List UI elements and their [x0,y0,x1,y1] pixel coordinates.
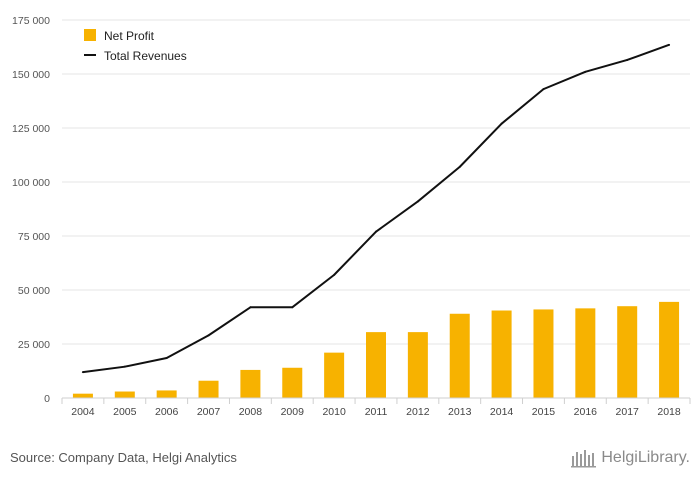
y-tick-label: 125 000 [12,123,50,135]
x-tick-label: 2005 [113,406,137,418]
bar-net-profit-2012 [407,332,428,398]
point-total-revenues-2007 [207,334,210,337]
legend-swatch-net-profit [84,29,96,41]
x-tick-label: 2011 [365,406,388,418]
net-profit-bars [72,301,680,398]
point-total-revenues-2014 [500,122,503,125]
legend-label-net-profit: Net Profit [104,29,155,43]
bar-net-profit-2007 [198,380,219,398]
bar-net-profit-2004 [72,393,93,398]
bar-net-profit-2005 [114,391,135,398]
x-tick-label: 2015 [532,406,556,418]
bar-net-profit-2009 [282,367,303,398]
bar-net-profit-2015 [533,309,554,398]
bar-net-profit-2010 [324,352,345,398]
chart: 0 25 000 50 000 75 000 100 000 125 000 150 000… [12,15,691,418]
point-total-revenues-2008 [249,306,252,309]
bar-net-profit-2008 [240,369,261,398]
x-tick-label: 2012 [406,406,430,418]
y-tick-label: 0 [44,393,50,405]
point-total-revenues-2006 [165,357,168,360]
total-revenues-line-group [81,43,671,374]
y-tick-label: 50 000 [18,285,50,297]
y-axis-ticks: 0 25 000 50 000 75 000 100 000 125 000 150 000… [12,15,50,405]
point-total-revenues-2012 [416,200,419,203]
point-total-revenues-2011 [375,230,377,233]
point-total-revenues-2015 [542,88,545,91]
y-tick-label: 175 000 [12,15,50,27]
bar-net-profit-2016 [575,308,596,398]
bar-net-profit-2017 [617,306,638,398]
library-icon [571,450,597,468]
y-tick-label: 100 000 [12,177,50,189]
source-note: Source: Company Data, Helgi Analytics [10,450,237,465]
x-tick-label: 2009 [281,406,305,418]
x-tick-label: 2006 [155,406,179,418]
bar-net-profit-2013 [449,313,470,398]
bar-net-profit-2006 [156,390,177,398]
point-total-revenues-2009 [291,306,294,309]
point-total-revenues-2004 [81,371,84,374]
bar-net-profit-2011 [366,332,386,398]
legend-label-total-revenues: Total Revenues [104,49,187,63]
point-total-revenues-2016 [584,70,587,73]
logo-text: HelgiLibrary. [601,449,690,466]
point-total-revenues-2005 [123,365,126,368]
bar-net-profit-2014 [491,310,512,398]
x-tick-label: 2014 [490,406,514,418]
x-tick-label: 2007 [197,406,221,418]
x-tick-label: 2017 [616,406,640,418]
point-total-revenues-2010 [333,273,336,276]
y-tick-label: 25 000 [18,339,50,351]
helgi-library-logo[interactable]: HelgiLibrary. [571,448,690,468]
x-tick-label: 2004 [71,406,95,418]
x-axis: 2004 2005 2006 2007 2008 2009 2010 2011 2012 2013… [61,397,691,418]
y-tick-label: 150 000 [12,69,50,81]
x-tick-label: 2016 [574,406,598,418]
x-tick-label: 2010 [322,406,346,418]
bar-net-profit-2018 [659,301,680,398]
x-tick-label: 2013 [448,406,472,418]
x-tick-label: 2018 [657,406,681,418]
x-tick-label: 2008 [239,406,263,418]
legend: Net Profit Total Revenues [84,29,187,63]
point-total-revenues-2018 [668,43,671,46]
y-tick-label: 75 000 [18,231,50,243]
point-total-revenues-2013 [458,165,461,168]
grid-lines [62,19,690,345]
point-total-revenues-2017 [626,58,629,61]
